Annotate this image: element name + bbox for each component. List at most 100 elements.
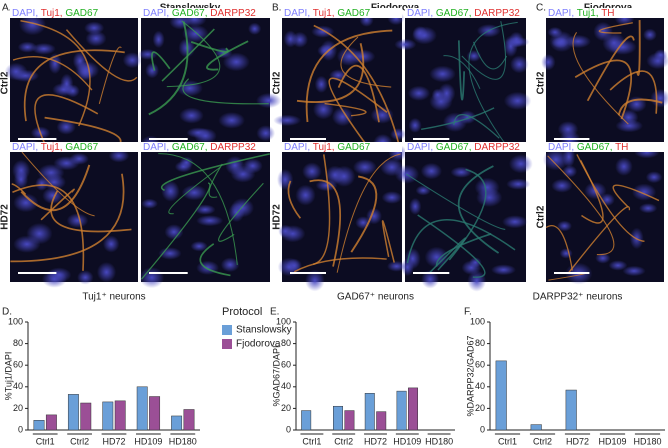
nucleus [222,52,250,72]
nucleus [409,197,422,215]
nucleus [69,152,89,165]
x-tick-label: Ctrl1 [302,436,321,446]
nucleus [96,262,117,283]
neurite [547,155,615,256]
bar [149,396,161,431]
neurite [141,182,211,280]
nucleus [508,154,533,174]
neurite [161,28,215,82]
nucleus [145,62,160,79]
nucleus [152,30,165,49]
neurite [381,220,395,263]
neurite [586,35,635,102]
neurite [65,29,138,82]
neurite [567,206,630,274]
nucleus [542,148,569,171]
nucleus [218,112,245,129]
nucleus [169,14,192,30]
caption-bg [546,8,664,18]
micrograph: DAPI, Tuj1, GAD67 [273,8,407,153]
nucleus [639,203,658,214]
bar [376,411,387,431]
caption-bg [10,142,138,152]
nucleus [164,224,184,240]
nucleus [311,25,335,38]
y-tick-label: 20 [281,403,291,413]
neurite [457,165,500,254]
nucleus [108,149,130,163]
chart-title: Tuj1⁺ neurons [82,292,145,303]
nucleus [352,159,377,176]
neurite [23,49,125,122]
nucleus [551,178,573,193]
nucleus [502,215,528,229]
row-label: Ctrl2 [536,205,547,228]
nucleus [31,42,56,55]
micrograph: DAPI, GAD67, TH [542,142,664,285]
row-label: Ctrl2 [536,71,547,94]
image-caption: DAPI, Tuj1, GAD67 [284,8,371,19]
y-tick-label: 100 [8,316,23,326]
panel-letter: F. [464,307,472,318]
micrograph: DAPI, GAD67, DARPP32 [394,8,532,148]
nucleus [174,161,193,173]
neurite [206,40,249,71]
neurite [448,168,487,261]
y-tick-label: 20 [13,403,23,413]
legend-swatch [222,325,232,335]
nucleus [314,75,328,93]
bar [114,400,126,431]
nucleus [429,65,456,83]
caption-part: TH [601,8,614,19]
y-tick-label: 40 [281,381,291,391]
y-axis-label: %DARPP32/GAD67 [465,335,475,416]
neurite [151,51,171,71]
nucleus [66,213,89,228]
x-tick-label: HD180 [169,436,197,446]
nucleus [194,204,216,215]
nucleus [77,270,94,285]
nucleus [273,114,302,127]
caption-part: GAD67, [577,142,615,153]
nucleus [52,82,76,97]
nucleus [643,28,657,42]
row-label: HD72 [0,204,11,230]
nucleus [615,157,633,176]
x-tick-label: Ctrl2 [70,436,89,446]
caption-part: GAD67, [172,8,210,19]
bar [530,424,542,431]
image-caption: DAPI, Tuj1, GAD67 [12,8,99,19]
y-axis-label: %Tuj1/DAPI [3,352,13,401]
nucleus [13,193,39,213]
neurite [98,46,122,104]
nucleus [541,54,556,71]
caption-part: GAD67 [337,8,370,19]
nucleus [421,269,440,289]
x-tick-label: Ctrl2 [533,436,552,446]
micrograph: DAPI, Tuj1, GAD67 [276,142,408,292]
image-caption: DAPI, GAD67, DARPP32 [407,8,520,19]
neurite [199,243,231,277]
nucleus [35,176,49,191]
nucleus [608,260,628,271]
caption-bg [282,142,402,152]
caption-part: DARPP32 [474,142,520,153]
y-tick-label: 60 [13,360,23,370]
panel-letter: E. [270,307,279,318]
image-caption: DAPI, GAD67, DARPP32 [407,142,520,153]
micrograph: DAPI, GAD67, DARPP32 [139,142,270,289]
nucleus [137,48,158,60]
caption-part: DAPI, [143,8,172,19]
bar [33,420,45,431]
caption-part: DARPP32 [210,142,256,153]
nucleus [230,165,256,183]
neurite [158,153,238,265]
y-tick-label: 80 [13,338,23,348]
neurite [20,19,91,127]
panel-letter: A. [2,3,11,14]
caption-part: GAD67 [65,142,98,153]
neurite [574,59,633,120]
bar [344,410,355,431]
x-tick-label: HD109 [598,436,626,446]
